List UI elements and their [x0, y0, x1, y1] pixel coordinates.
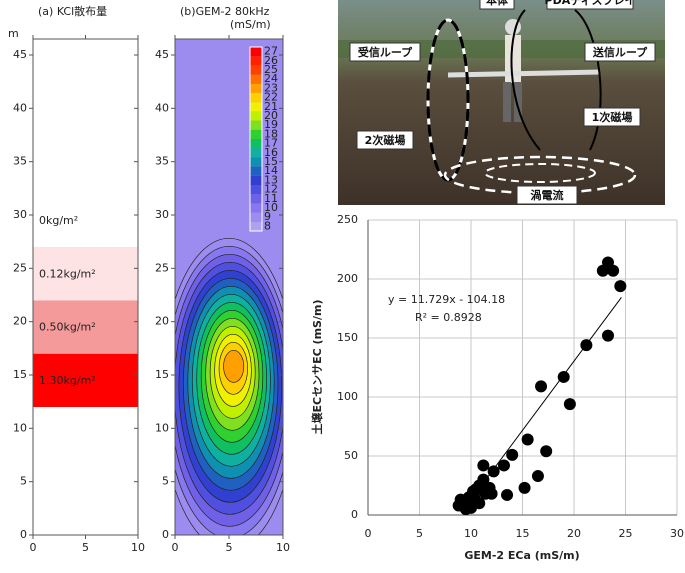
colorbar-cell [250, 84, 262, 93]
colorbar-cell [250, 65, 262, 74]
y-tick-label: 35 [155, 155, 169, 168]
y-tick-label: 25 [13, 261, 27, 274]
colorbar-cell [250, 111, 262, 120]
y-tick-label: 0 [351, 508, 358, 521]
band-label: 0.50kg/m² [39, 321, 96, 334]
colorbar-cell [250, 47, 262, 56]
x-tick-label: 5 [226, 541, 233, 554]
y-tick-label: 50 [344, 449, 358, 462]
colorbar-cell [250, 102, 262, 111]
x-tick-label: 20 [567, 527, 581, 540]
y-tick-label: 15 [155, 368, 169, 381]
trendline [467, 297, 622, 505]
colorbar-cell [250, 75, 262, 84]
colorbar-cell [250, 203, 262, 212]
contour-level [224, 350, 244, 382]
panel-title: (a) KCl散布量 [38, 4, 107, 18]
x-tick-label: 5 [82, 541, 89, 554]
colorbar-cell [250, 130, 262, 139]
x-tick-label: 5 [416, 527, 423, 540]
colorbar-cell [250, 167, 262, 176]
y-tick-label: 45 [155, 48, 169, 61]
x-tick-label: 0 [172, 541, 179, 554]
colorbar-cell [250, 157, 262, 166]
x-tick-label: 15 [516, 527, 530, 540]
x-axis-label: GEM-2 ECa (mS/m) [464, 549, 579, 562]
photo [338, 0, 665, 205]
equation: y = 11.729x - 104.18 [388, 293, 505, 306]
y-tick-label: 5 [20, 475, 27, 488]
y-tick-label: 30 [155, 208, 169, 221]
colorbar-unit: (mS/m) [230, 18, 271, 31]
scatter-point [522, 433, 534, 445]
y-tick-label: 30 [13, 208, 27, 221]
scatter-point [519, 482, 531, 494]
colorbar-cell [250, 148, 262, 157]
x-tick-label: 0 [30, 541, 37, 554]
y-axis-label: 土壌ECセンサEC (mS/m) [310, 300, 324, 435]
colorbar-cell [250, 139, 262, 148]
colorbar-label: 27 [264, 45, 278, 58]
scatter-point [564, 398, 576, 410]
colorbar-cell [250, 185, 262, 194]
y-tick-label: 10 [155, 421, 169, 434]
x-tick-label: 30 [670, 527, 684, 540]
scatter-point [597, 265, 609, 277]
scatter-point [486, 488, 498, 500]
colorbar-cell [250, 194, 262, 203]
x-tick-label: 10 [276, 541, 290, 554]
y-tick-label: 40 [13, 101, 27, 114]
x-tick-label: 10 [464, 527, 478, 540]
band-label: 1.30kg/m² [39, 374, 96, 387]
x-tick-label: 0 [365, 527, 372, 540]
y-tick-label: 20 [155, 315, 169, 328]
scatter-point [535, 380, 547, 392]
colorbar-cell [250, 176, 262, 185]
y-tick-label: 15 [13, 368, 27, 381]
scatter-point [614, 280, 626, 292]
scatter-point [477, 459, 489, 471]
photo-label: 1次磁場 [592, 110, 633, 124]
photo-label: 2次磁場 [365, 133, 406, 147]
r-squared: R² = 0.8928 [415, 311, 482, 324]
photo-label: 受信ループ [358, 45, 413, 59]
y-tick-label: 25 [155, 261, 169, 274]
scatter-point [607, 265, 619, 277]
panel-title: (b)GEM-2 80kHz [180, 5, 270, 18]
figure: 本体 PDAディスプレイ受信ループ 送信ループ 1次磁場 2次磁場渦電流 1.30kg/m… [0, 0, 685, 569]
band-label: 0.12kg/m² [39, 267, 96, 280]
scatter-point [501, 489, 513, 501]
scatter-point [462, 500, 474, 512]
photo-label: 本体 [486, 0, 509, 7]
y-tick-label: 20 [13, 315, 27, 328]
photo-label: 渦電流 [531, 188, 564, 202]
y-tick-label: 100 [337, 390, 358, 403]
y-tick-label: 200 [337, 272, 358, 285]
photo-label: PDAディスプレイ [545, 0, 636, 7]
y-tick-label: 0 [20, 528, 27, 541]
colorbar-cell [250, 222, 262, 231]
y-tick-label: 35 [13, 155, 27, 168]
scatter-point [540, 445, 552, 457]
y-unit: m [8, 27, 19, 40]
colorbar-cell [250, 93, 262, 102]
colorbar-cell [250, 56, 262, 65]
scatter-point [532, 470, 544, 482]
colorbar-cell [250, 213, 262, 222]
photo-label: 送信ループ [592, 45, 648, 59]
x-tick-label: 10 [131, 541, 145, 554]
x-tick-label: 25 [619, 527, 633, 540]
y-tick-label: 150 [337, 331, 358, 344]
colorbar-cell [250, 121, 262, 130]
scatter-point [602, 330, 614, 342]
y-tick-label: 0 [162, 528, 169, 541]
y-tick-label: 10 [13, 421, 27, 434]
band-label: 0kg/m² [39, 214, 78, 227]
y-tick-label: 250 [337, 213, 358, 226]
y-tick-label: 45 [13, 48, 27, 61]
y-tick-label: 5 [162, 475, 169, 488]
y-tick-label: 40 [155, 101, 169, 114]
